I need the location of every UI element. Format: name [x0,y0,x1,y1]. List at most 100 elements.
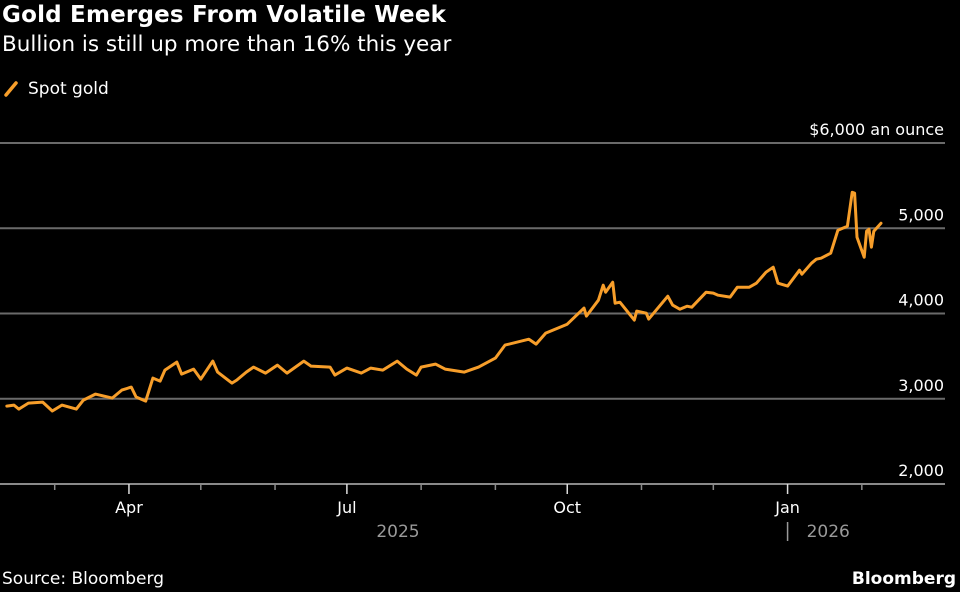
data-point [868,228,870,230]
data-point [748,286,750,288]
data-point [815,258,817,260]
data-point [494,357,496,359]
data-point [217,371,219,373]
data-point [406,368,408,370]
data-point [51,410,53,412]
data-point [545,332,547,334]
data-point [528,338,530,340]
y-tick-label: $6,000 an ounce [809,120,944,139]
data-point [152,377,154,379]
x-tick-label: Jan [774,498,800,517]
data-point [667,295,669,297]
data-point [236,379,238,381]
data-point [636,310,638,312]
data-point [164,369,166,371]
data-point [691,306,693,308]
y-tick-label: 2,000 [898,461,944,480]
data-point [851,191,853,193]
series-line-spot-gold [5,190,883,413]
data-point [61,404,63,406]
data-point [121,389,123,391]
data-point [712,292,714,294]
data-point [193,368,195,370]
data-point [212,360,214,362]
data-point [478,366,480,368]
data-point [605,291,607,293]
data-point [880,222,882,224]
data-point [135,396,137,398]
data-point [111,397,113,399]
year-label: 2026 [807,522,850,542]
data-point [346,367,348,369]
data-point [799,269,800,271]
data-point [159,380,161,382]
x-tick-label: Apr [115,498,143,517]
data-point [729,296,731,298]
data-point [286,372,288,374]
data-point [181,373,183,375]
data-point [856,236,858,238]
data-point [801,273,803,275]
data-point [130,386,132,388]
data-point [633,319,635,321]
data-point [772,266,774,268]
y-tick-label: 5,000 [898,205,944,224]
data-point [597,299,599,301]
data-point [13,404,15,406]
data-point [415,374,417,376]
data-point [463,371,465,373]
data-point [717,294,719,296]
data-point [820,257,822,259]
data-point [265,372,266,374]
data-point [145,400,147,402]
data-point [329,366,331,368]
data-point [863,256,865,258]
x-tick-label: Jul [336,498,356,517]
data-point [648,318,650,320]
data-point [94,393,96,395]
data-point [645,312,647,314]
data-point [614,302,616,304]
data-point [866,230,868,232]
data-point [245,371,247,373]
data-point [18,408,20,410]
data-point [360,372,362,374]
data-point [444,368,446,370]
y-tick-label: 4,000 [898,291,944,310]
data-point [303,360,305,362]
data-point [231,382,233,384]
legend-label: Spot gold [28,79,109,99]
data-point [82,399,84,401]
data-point [370,367,372,369]
data-point [42,401,44,403]
data-point [672,304,674,306]
legend: Spot gold [4,79,109,99]
data-point [679,308,681,310]
data-point [382,369,384,371]
data-point [396,360,398,362]
legend-line-icon [4,81,18,97]
chart-subtitle: Bullion is still up more than 16% this y… [2,32,452,57]
data-point [830,252,832,254]
brand-logo: Bloomberg [851,569,956,589]
y-tick-label: 3,000 [898,376,944,395]
data-point [854,192,856,194]
year-label: 2025 [376,522,419,542]
chart-title: Gold Emerges From Volatile Week [2,2,447,28]
data-point [837,229,839,231]
data-point [612,281,614,283]
data-point [755,282,757,284]
x-tick-label: Oct [553,498,581,517]
data-point [566,323,568,325]
data-point [253,366,254,368]
data-point [619,301,621,303]
data-point [736,286,738,288]
data-point [310,365,312,367]
data-point [686,305,688,307]
source-note: Source: Bloomberg [2,569,164,589]
data-point [602,284,604,286]
data-point [75,408,77,410]
data-point [276,364,278,366]
data-point [435,363,436,365]
